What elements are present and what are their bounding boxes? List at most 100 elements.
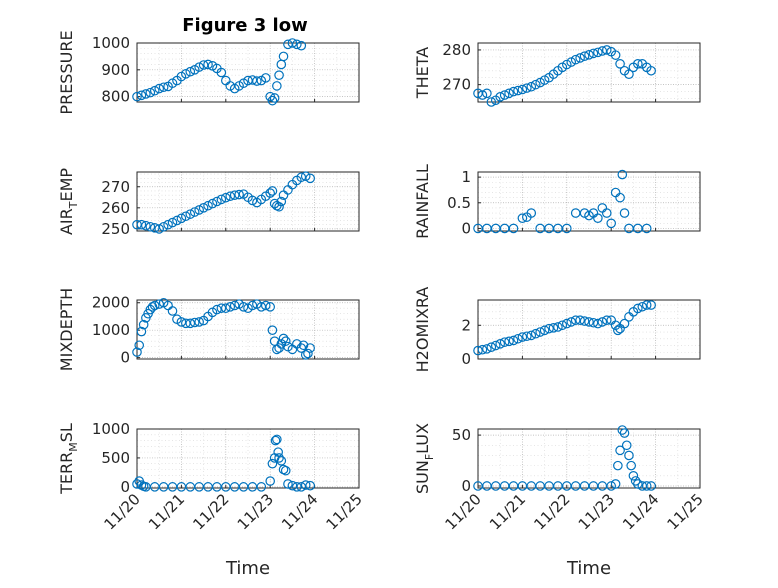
y-tick-label: 270 [442,76,471,94]
y-tick-label: 50 [452,426,471,444]
data-point [621,440,632,451]
data-point [615,192,625,203]
data-point [633,59,643,69]
x-tick-label: 11/24 [278,490,321,533]
data-point [553,322,563,332]
y-axis-label: TERRMSL [57,423,80,495]
data-point [482,344,492,354]
data-point [630,476,641,486]
axes-frame [477,42,701,103]
y-tick-label: 500 [101,449,130,467]
data-point [265,302,275,312]
y-tick-label: 0 [461,350,471,368]
data-point [167,217,178,228]
data-point [626,460,636,471]
data-point [624,450,634,461]
subplot-mixdepth: 0 1000 2000 MIXDEPTH [57,288,360,371]
data-point [619,208,630,218]
data-point [269,93,280,103]
data-point [513,333,523,344]
data-point [216,67,227,78]
data-point [508,86,519,97]
y-tick-label: 1 [461,168,471,186]
data-point [613,325,623,336]
y-axis-label: THETA [413,47,432,99]
data-point [296,40,307,51]
data-point [138,319,149,330]
data-point [216,194,227,205]
data-point [149,300,160,311]
data-point [270,435,281,446]
y-tick-label: 250 [101,220,130,238]
data-point [272,81,282,91]
x-tick-label: 11/25 [323,490,366,533]
data-point [163,219,173,230]
axes-frame [136,42,360,103]
data-point [278,51,289,62]
data-point [225,191,236,202]
x-tick-label: 11/24 [619,490,662,533]
data-point [530,79,541,90]
data-point [280,465,291,476]
axes-frame [477,299,701,360]
data-point [229,300,240,311]
data-point [267,95,278,106]
data-point [158,221,169,232]
data-point [482,88,492,99]
data-point [619,318,630,329]
data-point [593,318,603,329]
data-point [522,83,532,93]
data-point [149,85,160,96]
y-axis-label: PRESSURE [57,30,76,114]
data-point [641,223,652,234]
data-point [641,300,652,310]
data-point [132,347,142,357]
data-point [646,300,656,310]
y-tick-label: 0.5 [447,194,471,212]
data-point [176,213,187,224]
data-point [305,173,315,184]
data-point [619,428,630,438]
data-point [539,325,550,336]
data-point [181,69,191,79]
x-tick-label: 11/21 [486,490,529,533]
data-point [610,50,621,60]
data-point [134,340,145,351]
data-point [136,219,147,230]
y-axis-label: RAINFALL [413,164,432,239]
data-point [584,49,594,60]
data-point [287,480,298,491]
data-point [252,76,262,86]
data-point [601,315,612,326]
data-point [212,304,222,315]
data-point [522,331,532,342]
data-point [499,90,510,100]
data-point [561,223,572,234]
subplot-rainfall: 0 0.5 1 RAINFALL [413,164,701,239]
data-point [154,83,164,94]
data-point [274,201,284,212]
y-tick-label: 0 [120,478,130,496]
data-point [292,482,302,492]
data-point [613,460,623,471]
data-point [136,480,147,490]
data-point [172,215,182,226]
axes-frame [136,171,360,232]
data-point [141,220,151,231]
data-point [147,302,158,312]
subplot-terr-msl: 0 500 1000 TERRMSL 11/20 11/21 11/22 11/23 11/24… [57,420,366,579]
data-point [579,316,590,326]
data-point [584,317,594,327]
y-tick-label: 800 [101,88,130,106]
data-point [141,89,151,99]
data-point [517,213,528,223]
data-point [273,447,283,457]
data-point [132,479,142,489]
data-point [198,203,209,213]
data-point [601,208,612,218]
x-tick-label: 11/23 [234,490,277,533]
data-point [145,221,156,232]
data-point [588,48,599,59]
y-axis-label: MIXDEPTH [57,288,76,371]
